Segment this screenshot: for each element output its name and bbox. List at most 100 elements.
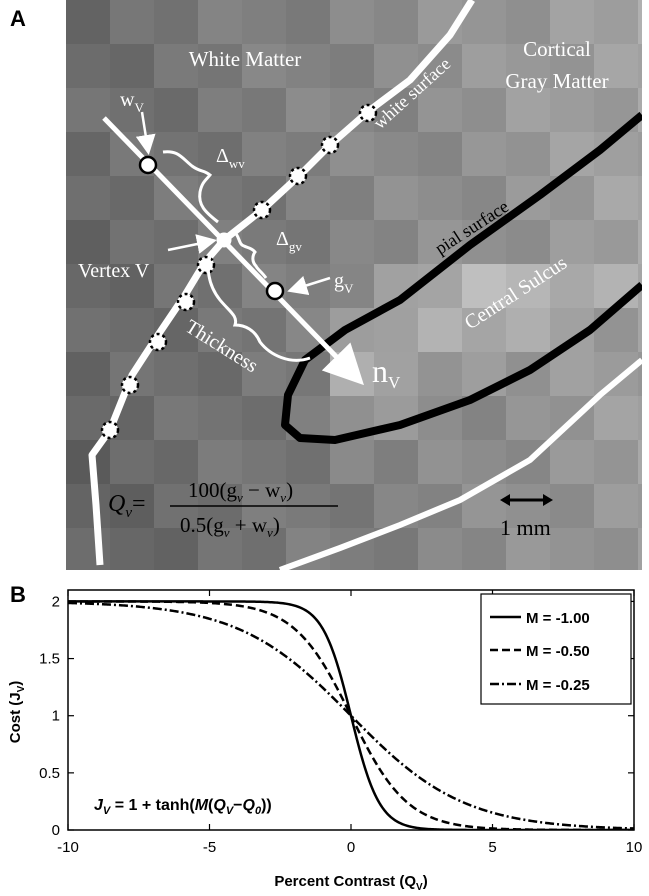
mri-tile bbox=[550, 88, 594, 132]
mri-tile bbox=[550, 0, 594, 44]
mri-tile bbox=[154, 528, 198, 570]
mri-tile bbox=[506, 220, 550, 264]
mri-tile bbox=[374, 352, 418, 396]
scale-bar-left-head bbox=[500, 494, 510, 506]
mri-image-panel: White Matter Cortical Gray Matter white … bbox=[66, 0, 642, 570]
mri-tile bbox=[374, 176, 418, 220]
mri-tile bbox=[374, 132, 418, 176]
mri-tile bbox=[638, 220, 642, 264]
mri-tile bbox=[418, 132, 462, 176]
lower-boundary-line bbox=[278, 357, 642, 570]
x-axis-ticks: -10 -5 0 5 10 bbox=[57, 590, 642, 856]
mri-tile bbox=[550, 440, 594, 484]
mri-tile bbox=[594, 264, 638, 308]
mri-tile bbox=[462, 308, 506, 352]
mri-tile bbox=[638, 44, 642, 88]
mri-tile bbox=[506, 0, 550, 44]
white-surface-vertex bbox=[196, 255, 216, 275]
svg-text:100(gv − wv): 100(gv − wv) bbox=[188, 478, 293, 505]
mri-tile bbox=[154, 176, 198, 220]
mri-tile bbox=[110, 0, 154, 44]
mri-tile bbox=[550, 264, 594, 308]
mri-tile bbox=[594, 176, 638, 220]
y-tick-label: 1.5 bbox=[39, 651, 60, 668]
white-surface-vertex bbox=[358, 103, 378, 123]
mri-tile bbox=[198, 440, 242, 484]
mri-tile bbox=[242, 220, 286, 264]
mri-tile bbox=[66, 440, 110, 484]
white-surface-vertex bbox=[252, 200, 272, 220]
mri-tile bbox=[462, 132, 506, 176]
x-axis-label: Percent Contrast (QV) bbox=[274, 873, 427, 893]
mri-tile bbox=[418, 352, 462, 396]
delta-wv-brace bbox=[162, 150, 219, 224]
mri-tile bbox=[198, 528, 242, 570]
mri-tile bbox=[154, 440, 198, 484]
mri-tile bbox=[110, 264, 154, 308]
mri-tile bbox=[154, 220, 198, 264]
mri-tile bbox=[506, 44, 550, 88]
mri-tile bbox=[286, 0, 330, 44]
mri-tile bbox=[242, 0, 286, 44]
gray-matter-label: Gray Matter bbox=[505, 69, 608, 93]
mri-tile bbox=[594, 528, 638, 570]
white-surface-vertex bbox=[148, 332, 168, 352]
mri-tile bbox=[242, 396, 286, 440]
scale-bar-right-head bbox=[543, 494, 553, 506]
mri-tile bbox=[154, 0, 198, 44]
legend-item-1: M = -1.00 bbox=[526, 610, 590, 627]
mri-tile bbox=[330, 44, 374, 88]
y-tick-label: 0 bbox=[52, 822, 60, 839]
mri-tile bbox=[550, 220, 594, 264]
mri-tile bbox=[506, 528, 550, 570]
mri-tile bbox=[66, 264, 110, 308]
mri-tile bbox=[418, 176, 462, 220]
chart-series bbox=[68, 600, 634, 830]
mri-tile bbox=[418, 528, 462, 570]
mri-tile bbox=[374, 0, 418, 44]
mri-tile bbox=[638, 0, 642, 44]
mri-tile bbox=[286, 88, 330, 132]
y-tick-label: 0.5 bbox=[39, 765, 60, 782]
svg-text:0.5(gv + wv): 0.5(gv + wv) bbox=[180, 513, 280, 540]
cost-chart: -10 -5 0 5 10 0 0.5 1 1.5 2 M = -1.00 M = -0.50 … bbox=[7, 589, 642, 893]
white-surface-vertex bbox=[176, 292, 196, 312]
mri-tile bbox=[66, 0, 110, 44]
mri-tile bbox=[418, 440, 462, 484]
mri-tile bbox=[154, 396, 198, 440]
y-axis-label: Cost (JV) bbox=[7, 681, 27, 744]
mri-tile bbox=[462, 88, 506, 132]
white-surface-vertices bbox=[100, 103, 378, 440]
y-tick-label: 1 bbox=[52, 708, 60, 725]
mri-tile bbox=[242, 352, 286, 396]
mri-tile bbox=[374, 220, 418, 264]
mri-tile bbox=[110, 88, 154, 132]
mri-tile bbox=[330, 176, 374, 220]
pial-surface-line bbox=[281, 111, 642, 444]
mri-tile bbox=[506, 264, 550, 308]
mri-tile bbox=[638, 176, 642, 220]
mri-tile bbox=[506, 308, 550, 352]
mri-tile bbox=[462, 528, 506, 570]
mri-tile bbox=[594, 440, 638, 484]
mri-tile bbox=[66, 176, 110, 220]
x-tick-label: -10 bbox=[57, 839, 79, 856]
nv-label: nV bbox=[372, 353, 401, 392]
delta-gv-brace bbox=[233, 230, 268, 279]
y-tick-label: 2 bbox=[52, 593, 60, 610]
mri-tile bbox=[198, 396, 242, 440]
series-line-2 bbox=[68, 600, 634, 830]
mri-tile bbox=[66, 308, 110, 352]
mri-tile bbox=[418, 88, 462, 132]
mri-tile bbox=[638, 528, 642, 570]
white-surface-vertex bbox=[288, 166, 308, 186]
mri-tile bbox=[462, 176, 506, 220]
delta-gv-label: Δgv bbox=[276, 228, 302, 254]
mri-tile bbox=[506, 88, 550, 132]
mri-tile bbox=[638, 88, 642, 132]
mri-tile bbox=[110, 220, 154, 264]
delta-wv-label: Δwv bbox=[216, 145, 245, 171]
thickness-brace bbox=[206, 251, 311, 362]
x-tick-label: -5 bbox=[203, 839, 216, 856]
mri-tile bbox=[286, 44, 330, 88]
